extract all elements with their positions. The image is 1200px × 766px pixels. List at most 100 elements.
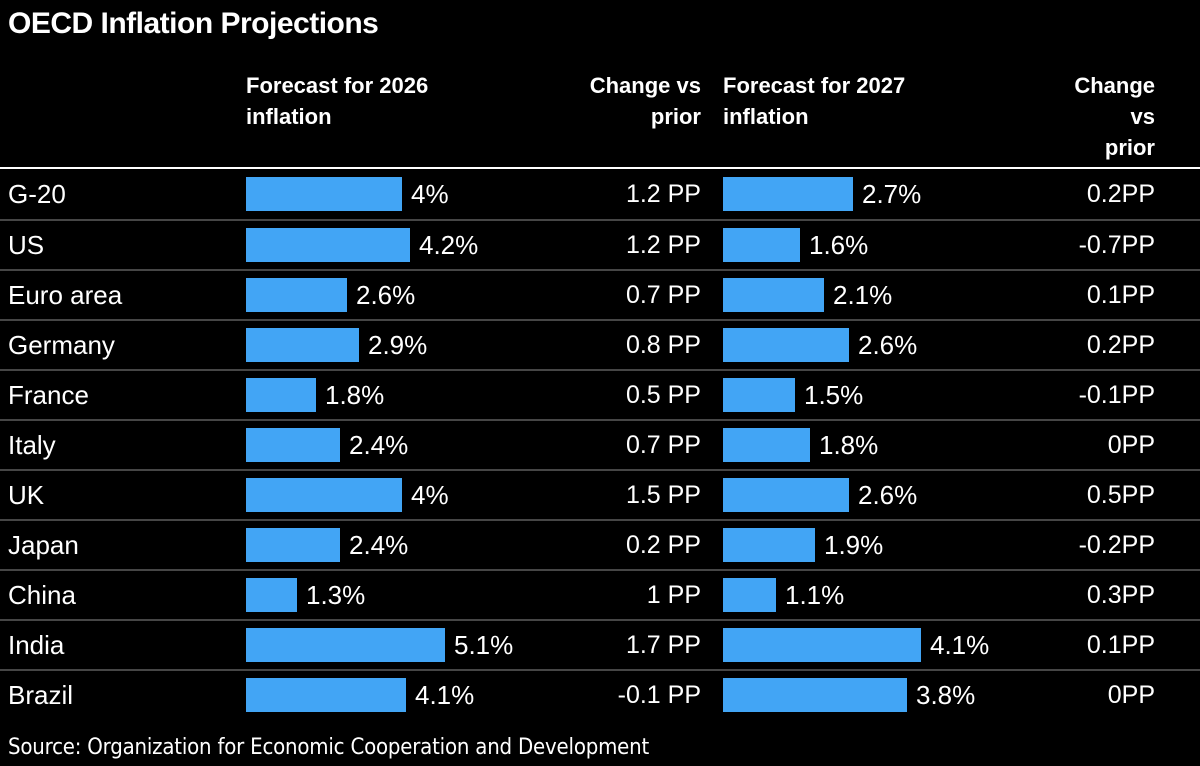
header-country-spacer	[0, 70, 246, 163]
change-2026-value: -0.1 PP	[617, 680, 701, 709]
header-forecast-2027: Forecast for 2027 inflation	[723, 73, 906, 129]
change-2026-value: 0.7 PP	[625, 430, 701, 459]
forecast-2027-bar	[723, 528, 815, 562]
forecast-2026-value: 4%	[411, 178, 449, 209]
forecast-2026-bar	[246, 228, 410, 262]
forecast-2027-bar	[723, 228, 800, 262]
change-2027-value: -0.7PP	[1078, 230, 1155, 259]
forecast-2026-value: 4.2%	[419, 229, 479, 260]
table-header-row: Forecast for 2026 inflation Change vs pr…	[0, 70, 1200, 169]
forecast-2026-cell: 5.1%	[246, 628, 576, 662]
forecast-2026-cell: 2.6%	[246, 278, 576, 312]
forecast-2026-bar	[246, 578, 297, 612]
forecast-2027-value: 3.8%	[916, 679, 976, 710]
header-change-2027: Change vs prior	[1074, 73, 1155, 160]
change-2026-value: 1 PP	[646, 580, 701, 609]
table-row: US 4.2% 1.2 PP 1.6% -0.7PP	[0, 219, 1200, 269]
forecast-2026-bar	[246, 378, 316, 412]
change-2026-value: 0.5 PP	[625, 380, 701, 409]
forecast-2027-value: 2.6%	[858, 329, 918, 360]
forecast-2026-value: 2.4%	[349, 529, 409, 560]
change-2026-value: 0.2 PP	[625, 530, 701, 559]
forecast-2027-bar	[723, 177, 853, 211]
forecast-2027-value: 1.6%	[809, 229, 869, 260]
forecast-2027-bar	[723, 678, 907, 712]
table-row: Germany 2.9% 0.8 PP 2.6% 0.2PP	[0, 319, 1200, 369]
header-change-2026: Change vs prior	[589, 73, 701, 129]
forecast-2026-bar	[246, 177, 402, 211]
forecast-2027-cell: 1.9%	[723, 528, 1053, 562]
forecast-2027-value: 1.1%	[785, 579, 845, 610]
forecast-2027-value: 4.1%	[930, 629, 990, 660]
forecast-2027-bar	[723, 478, 849, 512]
table-row: France 1.8% 0.5 PP 1.5% -0.1PP	[0, 369, 1200, 419]
table-row: UK 4% 1.5 PP 2.6% 0.5PP	[0, 469, 1200, 519]
header-forecast-2026: Forecast for 2026 inflation	[246, 73, 429, 129]
forecast-2026-cell: 2.9%	[246, 328, 576, 362]
forecast-2027-bar	[723, 278, 824, 312]
change-2027-value: -0.1PP	[1078, 380, 1155, 409]
forecast-2027-cell: 2.6%	[723, 478, 1053, 512]
forecast-2027-bar	[723, 428, 810, 462]
forecast-2026-cell: 4.1%	[246, 678, 576, 712]
forecast-2026-cell: 1.8%	[246, 378, 576, 412]
forecast-2026-value: 1.8%	[325, 379, 385, 410]
country-label: Euro area	[8, 279, 123, 310]
forecast-2027-value: 2.7%	[862, 178, 922, 209]
table-row: Euro area 2.6% 0.7 PP 2.1% 0.1PP	[0, 269, 1200, 319]
country-label: UK	[8, 479, 45, 510]
forecast-2027-cell: 4.1%	[723, 628, 1053, 662]
table-row: Brazil 4.1% -0.1 PP 3.8% 0PP	[0, 669, 1200, 719]
forecast-2026-cell: 4.2%	[246, 228, 576, 262]
country-label: US	[8, 229, 45, 260]
forecast-2026-bar	[246, 528, 340, 562]
forecast-2026-value: 2.4%	[349, 429, 409, 460]
country-label: Italy	[8, 429, 56, 460]
forecast-2026-bar	[246, 278, 347, 312]
change-2027-value: 0.5PP	[1086, 480, 1155, 509]
page-title: OECD Inflation Projections	[8, 7, 379, 40]
change-2026-value: 1.5 PP	[625, 480, 701, 509]
forecast-2026-cell: 4%	[246, 478, 576, 512]
forecast-2026-value: 2.9%	[368, 329, 428, 360]
forecast-2026-value: 4.1%	[415, 679, 475, 710]
forecast-2026-cell: 2.4%	[246, 428, 576, 462]
country-label: G-20	[8, 178, 66, 209]
header-gap	[701, 70, 723, 163]
forecast-2027-cell: 2.6%	[723, 328, 1053, 362]
forecast-2026-value: 1.3%	[306, 579, 366, 610]
change-2027-value: -0.2PP	[1078, 530, 1155, 559]
forecast-2026-value: 5.1%	[454, 629, 514, 660]
forecast-2026-bar	[246, 328, 359, 362]
forecast-2026-bar	[246, 478, 402, 512]
table-row: G-20 4% 1.2 PP 2.7% 0.2PP	[0, 169, 1200, 219]
change-2027-value: 0.2PP	[1086, 330, 1155, 359]
forecast-2027-cell: 2.1%	[723, 278, 1053, 312]
change-2026-value: 1.2 PP	[625, 179, 701, 208]
change-2026-value: 0.7 PP	[625, 280, 701, 309]
forecast-2026-value: 2.6%	[356, 279, 416, 310]
bloomberg-logo: Bloomberg	[0, 764, 1200, 766]
change-2027-value: 0PP	[1107, 680, 1155, 709]
forecast-2026-cell: 1.3%	[246, 578, 576, 612]
forecast-2026-cell: 4%	[246, 177, 576, 211]
table-body: G-20 4% 1.2 PP 2.7% 0.2PP US 4.2% 1.2 PP…	[0, 169, 1200, 719]
country-label: China	[8, 579, 76, 610]
forecast-2026-value: 4%	[411, 479, 449, 510]
forecast-2027-value: 1.9%	[824, 529, 884, 560]
forecast-2027-cell: 3.8%	[723, 678, 1053, 712]
table-row: China 1.3% 1 PP 1.1% 0.3PP	[0, 569, 1200, 619]
forecast-2027-cell: 2.7%	[723, 177, 1053, 211]
table-row: India 5.1% 1.7 PP 4.1% 0.1PP	[0, 619, 1200, 669]
country-label: Brazil	[8, 679, 74, 710]
change-2027-value: 0PP	[1107, 430, 1155, 459]
change-2027-value: 0.1PP	[1086, 280, 1155, 309]
forecast-2026-cell: 2.4%	[246, 528, 576, 562]
forecast-2027-bar	[723, 578, 776, 612]
forecast-2026-bar	[246, 428, 340, 462]
change-2026-value: 1.2 PP	[625, 230, 701, 259]
change-2026-value: 0.8 PP	[625, 330, 701, 359]
forecast-2027-value: 2.6%	[858, 479, 918, 510]
change-2027-value: 0.3PP	[1086, 580, 1155, 609]
